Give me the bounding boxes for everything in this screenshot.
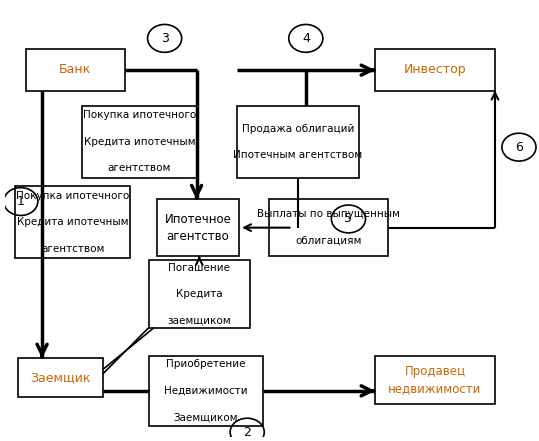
FancyBboxPatch shape: [375, 49, 495, 90]
FancyBboxPatch shape: [82, 106, 197, 178]
FancyBboxPatch shape: [268, 199, 389, 256]
Text: 6: 6: [515, 141, 523, 153]
Text: Ипотечное
агентство: Ипотечное агентство: [164, 213, 231, 243]
Text: Продажа облигаций

Ипотечным агентством: Продажа облигаций Ипотечным агентством: [233, 123, 362, 160]
Text: 5: 5: [344, 213, 353, 225]
Text: 3: 3: [161, 32, 169, 45]
Text: Инвестор: Инвестор: [404, 64, 466, 76]
Text: Погашение

Кредита

заемщиком: Погашение Кредита заемщиком: [168, 262, 231, 325]
FancyBboxPatch shape: [149, 356, 263, 426]
Text: Банк: Банк: [59, 64, 92, 76]
FancyBboxPatch shape: [149, 260, 250, 328]
Text: Покупка ипотечного

Кредита ипотечным

агентством: Покупка ипотечного Кредита ипотечным аге…: [82, 110, 196, 173]
FancyBboxPatch shape: [16, 186, 130, 258]
Text: 4: 4: [302, 32, 310, 45]
FancyBboxPatch shape: [237, 106, 359, 178]
FancyBboxPatch shape: [375, 356, 495, 404]
Text: Заемщик: Заемщик: [31, 371, 91, 384]
FancyBboxPatch shape: [26, 49, 125, 90]
Text: 2: 2: [243, 426, 251, 439]
FancyBboxPatch shape: [157, 199, 239, 256]
Text: Продавец
недвижимости: Продавец недвижимости: [388, 365, 482, 395]
Text: 1: 1: [17, 195, 25, 208]
Text: Покупка ипотечного

Кредита ипотечным

агентством: Покупка ипотечного Кредита ипотечным аге…: [16, 191, 129, 254]
FancyBboxPatch shape: [18, 358, 103, 397]
Text: Выплаты по выпущенным

облигациям: Выплаты по выпущенным облигациям: [257, 209, 400, 246]
Text: Приобретение

Недвижимости

Заемщиком: Приобретение Недвижимости Заемщиком: [164, 359, 248, 422]
